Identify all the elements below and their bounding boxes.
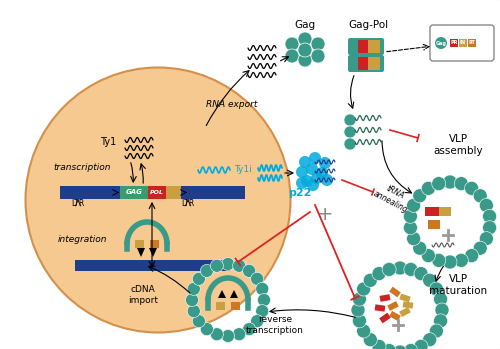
Circle shape: [404, 221, 417, 235]
Circle shape: [256, 305, 268, 318]
Circle shape: [222, 258, 234, 270]
Circle shape: [430, 282, 444, 296]
FancyBboxPatch shape: [389, 287, 401, 297]
Bar: [439, 207, 451, 216]
Polygon shape: [149, 248, 157, 257]
Text: POL: POL: [150, 190, 164, 195]
Circle shape: [482, 221, 496, 235]
Circle shape: [250, 315, 264, 328]
Circle shape: [256, 282, 268, 295]
Bar: [75, 260, 230, 271]
Circle shape: [432, 177, 446, 191]
Text: LTR: LTR: [72, 199, 85, 208]
Text: PR: PR: [450, 40, 458, 45]
Circle shape: [285, 37, 299, 51]
FancyBboxPatch shape: [348, 55, 384, 72]
Wedge shape: [299, 156, 311, 168]
Circle shape: [372, 267, 386, 281]
Bar: [425, 207, 439, 216]
Circle shape: [188, 282, 200, 295]
Text: VLP
assembly: VLP assembly: [433, 134, 483, 156]
Text: reverse
transcription: reverse transcription: [246, 315, 304, 335]
Text: RT: RT: [468, 40, 475, 45]
Circle shape: [352, 314, 366, 328]
Wedge shape: [309, 152, 321, 164]
Circle shape: [434, 292, 448, 306]
Text: Gag: Gag: [294, 20, 316, 30]
Wedge shape: [319, 157, 331, 169]
Bar: [150, 240, 159, 248]
Circle shape: [356, 324, 370, 338]
Wedge shape: [301, 175, 313, 187]
Bar: [60, 186, 245, 199]
Bar: [368, 57, 380, 70]
FancyBboxPatch shape: [379, 313, 391, 323]
FancyBboxPatch shape: [400, 294, 410, 303]
Circle shape: [404, 209, 417, 223]
Circle shape: [364, 273, 378, 287]
Circle shape: [435, 303, 449, 317]
Bar: [231, 302, 240, 310]
Text: Ty1: Ty1: [100, 137, 116, 147]
Circle shape: [351, 303, 365, 317]
Circle shape: [311, 49, 325, 63]
Circle shape: [422, 273, 436, 287]
Bar: [148, 186, 166, 199]
Text: p22: p22: [288, 188, 312, 198]
Circle shape: [232, 328, 245, 341]
Bar: [368, 40, 380, 53]
Circle shape: [186, 294, 198, 306]
Circle shape: [242, 322, 256, 336]
Circle shape: [242, 265, 256, 277]
Bar: [358, 57, 368, 70]
Text: Ty1i: Ty1i: [234, 165, 252, 174]
Circle shape: [435, 37, 447, 49]
Text: RNA export: RNA export: [206, 100, 258, 109]
Bar: [450, 39, 458, 47]
Circle shape: [344, 138, 356, 150]
Text: cDNA
import: cDNA import: [128, 285, 158, 305]
Circle shape: [200, 265, 213, 277]
Circle shape: [414, 267, 428, 281]
Circle shape: [432, 253, 446, 267]
Circle shape: [482, 209, 496, 223]
Circle shape: [382, 262, 396, 276]
Bar: [166, 186, 181, 199]
Circle shape: [443, 255, 457, 269]
Circle shape: [285, 49, 299, 63]
Text: VLP
maturation: VLP maturation: [429, 274, 487, 296]
Circle shape: [192, 272, 205, 285]
Wedge shape: [296, 177, 308, 189]
Text: transcription: transcription: [53, 163, 111, 172]
Circle shape: [382, 343, 396, 349]
Circle shape: [200, 322, 213, 336]
Circle shape: [422, 333, 436, 347]
Circle shape: [210, 328, 224, 341]
Bar: [216, 302, 225, 310]
Circle shape: [222, 329, 234, 342]
FancyBboxPatch shape: [402, 301, 413, 309]
Circle shape: [454, 177, 468, 191]
Circle shape: [430, 324, 444, 338]
Circle shape: [192, 315, 205, 328]
Ellipse shape: [26, 67, 290, 333]
Circle shape: [344, 114, 356, 126]
FancyBboxPatch shape: [430, 25, 494, 61]
Wedge shape: [316, 167, 328, 179]
Circle shape: [344, 126, 356, 138]
FancyBboxPatch shape: [380, 294, 390, 302]
FancyBboxPatch shape: [374, 304, 386, 312]
Bar: [428, 220, 440, 229]
Bar: [358, 40, 368, 53]
Bar: [120, 186, 148, 199]
Circle shape: [406, 232, 420, 246]
Circle shape: [393, 261, 407, 275]
Circle shape: [210, 259, 224, 272]
Polygon shape: [230, 290, 238, 298]
Circle shape: [250, 272, 264, 285]
Circle shape: [372, 339, 386, 349]
Text: Gag-Pol: Gag-Pol: [348, 20, 388, 30]
Circle shape: [413, 189, 427, 203]
Wedge shape: [306, 163, 318, 175]
